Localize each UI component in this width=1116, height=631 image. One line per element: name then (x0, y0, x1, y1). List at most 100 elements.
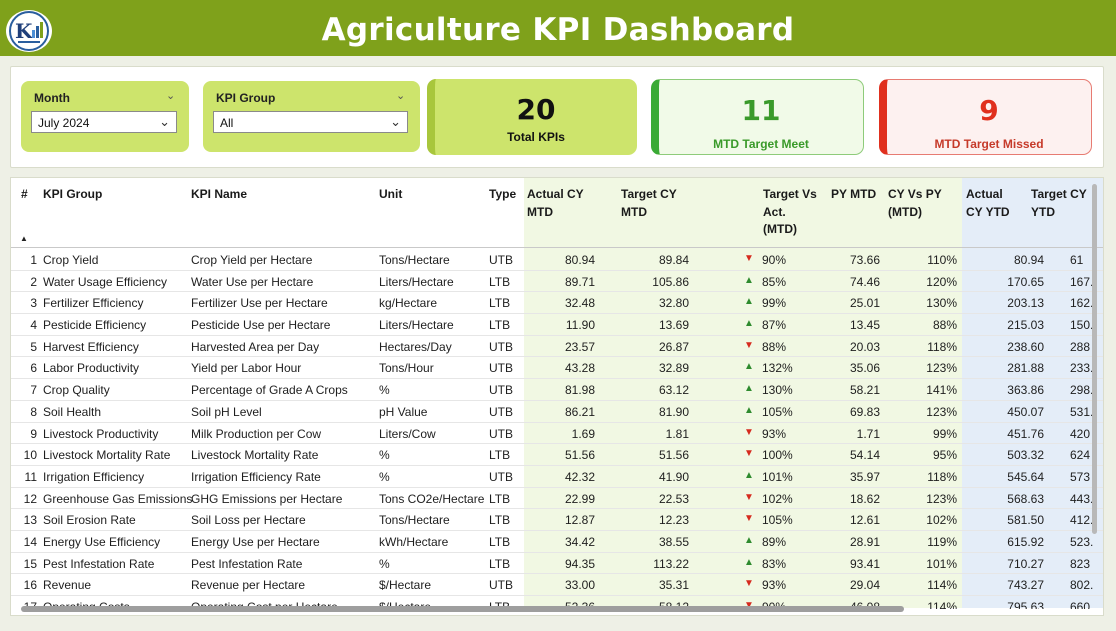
chevron-down-icon[interactable]: ⌄ (390, 114, 401, 129)
row-index: 12 (23, 491, 37, 506)
triangle-down-icon: ▼ (744, 600, 754, 609)
table-row[interactable]: 12 Greenhouse Gas Emissions GHG Emissions … (11, 488, 1103, 510)
target-cy-mtd-cell: 12.23 (658, 513, 689, 528)
table-row[interactable]: 10 Livestock Mortality Rate Livestock Mort… (11, 444, 1103, 466)
kpi-group-slicer[interactable]: KPI Group ⌄ All ⌄ (203, 81, 420, 152)
py-mtd-cell: 1.71 (856, 426, 880, 441)
col-header-kpi-name[interactable]: KPI Name (191, 187, 248, 201)
header-bar: K Agriculture KPI Dashboard (0, 0, 1116, 56)
kpi-group-dropdown[interactable]: All ⌄ (213, 111, 408, 133)
actual-cy-mtd-cell: 1.69 (571, 426, 595, 441)
kpi-group-cell: Energy Use Efficiency (43, 534, 161, 549)
mtd-target-meet-label: MTD Target Meet (713, 137, 809, 151)
unit-cell: Liters/Hectare (379, 274, 454, 289)
mtd-target-missed-value: 9 (979, 94, 999, 127)
type-cell: LTB (489, 491, 511, 506)
kpi-group-dropdown-value: All (220, 116, 234, 130)
target-vs-act-cell: 88% (762, 339, 787, 354)
col-header-target-cy-mtd[interactable]: Target CY MTD (621, 187, 677, 219)
table-row[interactable]: 11 Irrigation Efficiency Irrigation Effici… (11, 466, 1103, 488)
kpi-name-cell: Fertilizer Use per Hectare (191, 296, 328, 311)
kpi-group-cell: Soil Health (43, 404, 102, 419)
col-header-actual-cy-mtd[interactable]: Actual CY MTD (527, 187, 584, 219)
kpi-table[interactable]: # KPI Group KPI Name Unit Type Actual CY… (10, 177, 1104, 616)
type-cell: LTB (489, 318, 511, 333)
cy-mtd-highlight (524, 178, 962, 608)
target-cy-ytd-cell: 523. (1070, 534, 1094, 549)
table-header: # KPI Group KPI Name Unit Type Actual CY… (11, 178, 1103, 248)
col-header-unit[interactable]: Unit (379, 187, 403, 201)
table-row[interactable]: 16 Revenue Revenue per Hectare $/Hectare UTB… (11, 574, 1103, 596)
horizontal-scrollbar[interactable] (21, 606, 904, 612)
target-cy-ytd-cell: 443. (1070, 491, 1094, 506)
actual-cy-ytd-cell: 170.65 (1007, 274, 1044, 289)
vertical-scrollbar[interactable] (1092, 184, 1097, 534)
target-cy-mtd-cell: 26.87 (658, 339, 689, 354)
kpi-group-cell: Livestock Productivity (43, 426, 159, 441)
month-dropdown-value: July 2024 (38, 116, 90, 130)
actual-cy-mtd-cell: 42.32 (564, 469, 595, 484)
triangle-down-icon: ▼ (744, 578, 754, 590)
py-mtd-cell: 12.61 (849, 513, 880, 528)
table-row[interactable]: 8 Soil Health Soil pH Level pH Value UTB 86.2… (11, 401, 1103, 423)
target-cy-mtd-cell: 32.80 (658, 296, 689, 311)
target-cy-mtd-cell: 89.84 (658, 253, 689, 267)
cy-vs-py-cell: 118% (927, 469, 957, 484)
py-mtd-cell: 46.08 (849, 600, 880, 609)
table-row[interactable]: 15 Pest Infestation Rate Pest Infestation … (11, 553, 1103, 575)
col-header-index[interactable]: # (21, 187, 28, 201)
table-row[interactable]: 5 Harvest Efficiency Harvested Area per Da… (11, 336, 1103, 358)
kpi-name-cell: Yield per Labor Hour (191, 361, 302, 376)
unit-cell: kg/Hectare (379, 296, 438, 311)
table-row[interactable]: 4 Pesticide Efficiency Pesticide Use per H… (11, 314, 1103, 336)
col-header-target-cy-ytd[interactable]: Target CY YTD (1031, 187, 1087, 219)
table-body: 1 Crop Yield Crop Yield per Hectare Tons/He… (11, 249, 1103, 609)
actual-cy-mtd-cell: 94.35 (564, 556, 595, 571)
table-row[interactable]: 3 Fertilizer Efficiency Fertilizer Use per… (11, 292, 1103, 315)
py-mtd-cell: 35.97 (849, 469, 880, 484)
col-header-py-mtd[interactable]: PY MTD (831, 187, 877, 201)
col-header-kpi-group[interactable]: KPI Group (43, 187, 103, 201)
table-row[interactable]: 7 Crop Quality Percentage of Grade A Crops… (11, 379, 1103, 401)
sort-ascending-icon[interactable]: ▲ (20, 234, 28, 243)
col-header-type[interactable]: Type (489, 187, 517, 201)
target-cy-ytd-cell: 298. (1070, 383, 1094, 398)
actual-cy-mtd-cell: 32.48 (564, 296, 595, 311)
col-header-target-vs-act[interactable]: Target Vs Act. (MTD) (763, 187, 817, 236)
chevron-down-icon[interactable]: ⌄ (166, 90, 176, 102)
actual-cy-mtd-cell: 12.87 (564, 513, 595, 528)
table-row[interactable]: 17 Operating Costs Operating Cost per Hect… (11, 596, 1103, 609)
actual-cy-mtd-cell: 89.71 (564, 274, 595, 289)
cy-ytd-highlight (962, 178, 1103, 608)
month-slicer-label: Month (34, 91, 70, 105)
month-dropdown[interactable]: July 2024 ⌄ (31, 111, 177, 133)
table-row[interactable]: 9 Livestock Productivity Milk Production p… (11, 423, 1103, 445)
table-row[interactable]: 14 Energy Use Efficiency Energy Use per He… (11, 531, 1103, 553)
target-cy-ytd-cell: 531. (1070, 404, 1094, 419)
table-row[interactable]: 13 Soil Erosion Rate Soil Loss per Hectare… (11, 509, 1103, 531)
chevron-down-icon[interactable]: ⌄ (396, 90, 406, 102)
triangle-up-icon: ▲ (744, 383, 754, 395)
actual-cy-ytd-cell: 743.27 (1007, 578, 1044, 593)
triangle-up-icon: ▲ (744, 469, 754, 481)
col-header-actual-cy-ytd[interactable]: Actual CY YTD (966, 187, 1010, 219)
table-row[interactable]: 1 Crop Yield Crop Yield per Hectare Tons/He… (11, 249, 1103, 271)
table-row[interactable]: 2 Water Usage Efficiency Water Use per Hec… (11, 271, 1103, 293)
target-cy-mtd-cell: 58.12 (658, 600, 689, 609)
kpi-logo-icon: K (6, 10, 52, 52)
table-row[interactable]: 6 Labor Productivity Yield per Labor Hour T… (11, 357, 1103, 380)
triangle-up-icon: ▲ (744, 361, 754, 373)
mtd-target-meet-value: 11 (741, 94, 781, 127)
unit-cell: $/Hectare (379, 600, 432, 609)
target-vs-act-cell: 130% (762, 383, 793, 398)
actual-cy-ytd-cell: 581.50 (1007, 513, 1044, 528)
actual-cy-mtd-cell: 80.94 (564, 253, 595, 267)
chevron-down-icon[interactable]: ⌄ (159, 114, 170, 129)
col-header-cy-vs-py[interactable]: CY Vs PY (MTD) (888, 187, 942, 219)
target-cy-mtd-cell: 35.31 (658, 578, 689, 593)
cy-vs-py-cell: 118% (927, 339, 957, 354)
month-slicer[interactable]: Month ⌄ July 2024 ⌄ (21, 81, 189, 152)
kpi-name-cell: Water Use per Hectare (191, 274, 314, 289)
target-cy-mtd-cell: 63.12 (658, 383, 689, 398)
target-cy-mtd-cell: 1.81 (665, 426, 689, 441)
